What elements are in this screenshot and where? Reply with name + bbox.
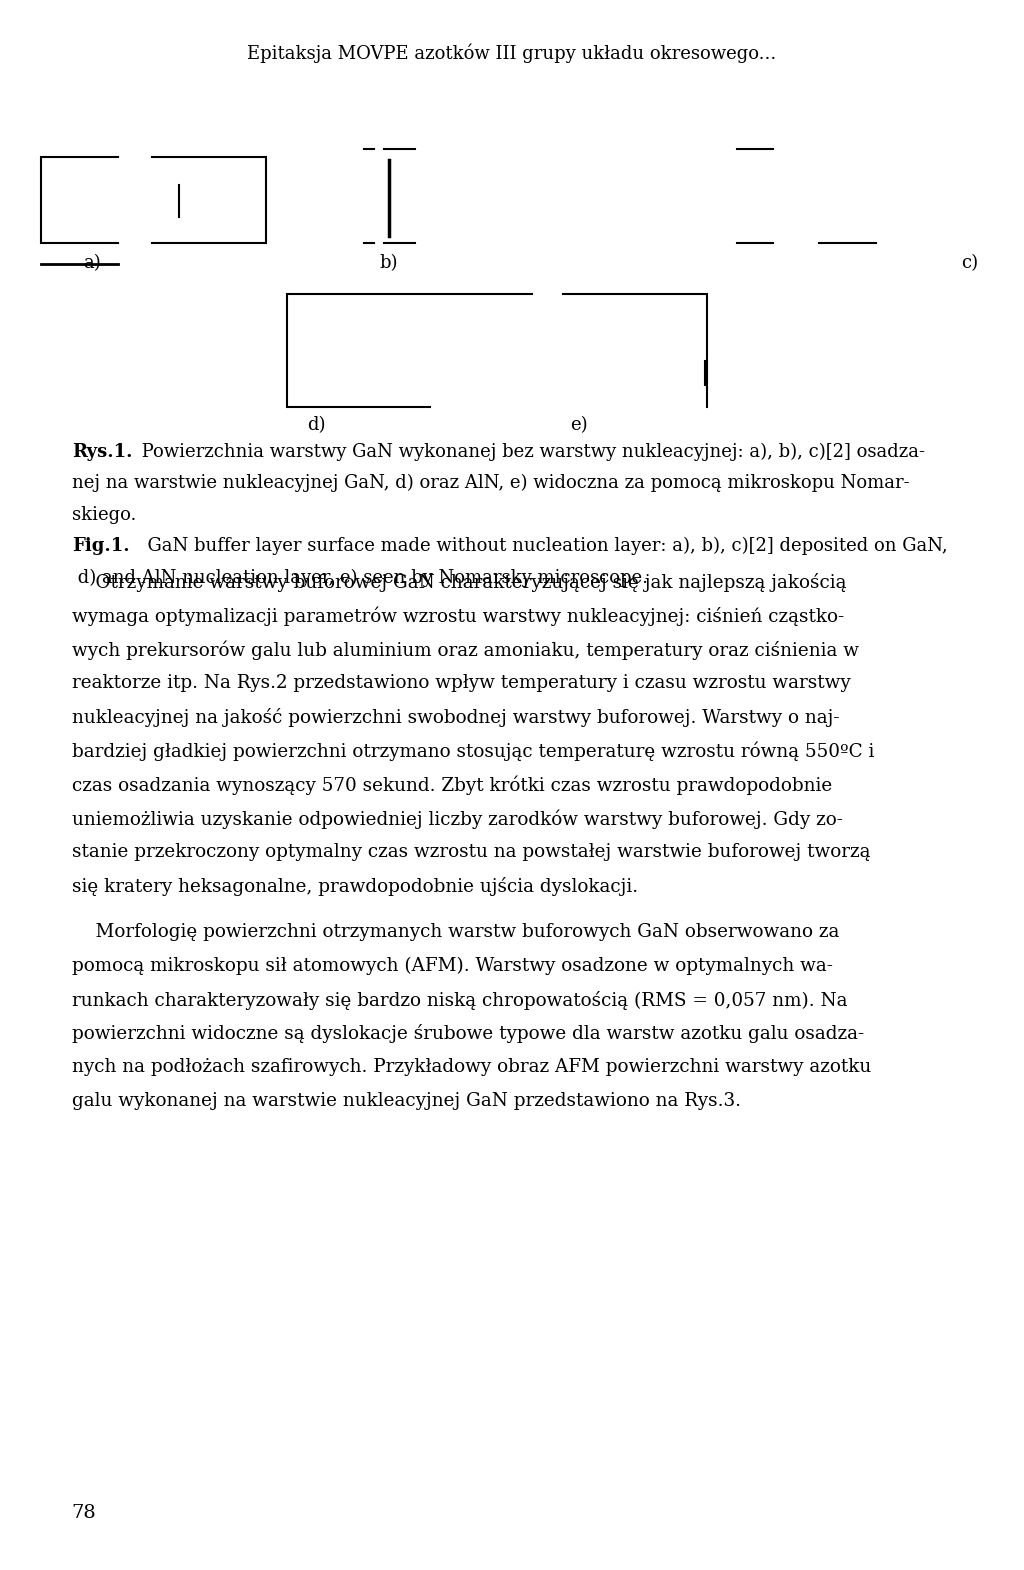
Text: stanie przekroczony optymalny czas wzrostu na powstałej warstwie buforowej tworz: stanie przekroczony optymalny czas wzros… — [72, 843, 870, 860]
Text: Rys.1.: Rys.1. — [72, 443, 132, 460]
Text: się kratery heksagonalne, prawdopodobnie ujścia dyslokacji.: się kratery heksagonalne, prawdopodobnie… — [72, 876, 638, 896]
Text: b): b) — [380, 254, 398, 272]
Text: uniemożliwia uzyskanie odpowiedniej liczby zarodków warstwy buforowej. Gdy zo-: uniemożliwia uzyskanie odpowiedniej licz… — [72, 809, 843, 829]
Text: a): a) — [83, 254, 101, 272]
Text: Otrzymanie warstwy buforowej GaN charakteryzującej się jak najlepszą jakością: Otrzymanie warstwy buforowej GaN charakt… — [72, 573, 846, 592]
Text: 78: 78 — [72, 1504, 96, 1521]
Text: nych na podłożach szafirowych. Przykładowy obraz AFM powierzchni warstwy azotku: nych na podłożach szafirowych. Przykłado… — [72, 1058, 871, 1075]
Text: pomocą mikroskopu sił atomowych (AFM). Warstwy osadzone w optymalnych wa-: pomocą mikroskopu sił atomowych (AFM). W… — [72, 956, 833, 975]
Text: skiego.: skiego. — [72, 506, 136, 523]
Text: d) and AlN nucleation layer, e) seen by Nomarsky microscope.: d) and AlN nucleation layer, e) seen by … — [72, 568, 648, 587]
Text: Morfologię powierzchni otrzymanych warstw buforowych GaN obserwowano za: Morfologię powierzchni otrzymanych warst… — [72, 923, 839, 940]
Text: wymaga optymalizacji parametrów wzrostu warstwy nukleacyjnej: ciśnień cząstko-: wymaga optymalizacji parametrów wzrostu … — [72, 606, 844, 626]
Text: nej na warstwie nukleacyjnej GaN, d) oraz AlN, e) widoczna za pomocą mikroskopu : nej na warstwie nukleacyjnej GaN, d) ora… — [72, 474, 909, 493]
Text: Powierzchnia warstwy GaN wykonanej bez warstwy nukleacyjnej: a), b), c)[2] osadz: Powierzchnia warstwy GaN wykonanej bez w… — [136, 443, 926, 462]
Text: GaN buffer layer surface made without nucleation layer: a), b), c)[2] deposited : GaN buffer layer surface made without nu… — [136, 537, 948, 556]
Text: nukleacyjnej na jakość powierzchni swobodnej warstwy buforowej. Warstwy o naj-: nukleacyjnej na jakość powierzchni swobo… — [72, 708, 840, 727]
Text: Epitaksja MOVPE azotków III grupy układu okresowego...: Epitaksja MOVPE azotków III grupy układu… — [248, 44, 776, 63]
Text: c): c) — [961, 254, 978, 272]
Text: runkach charakteryzowały się bardzo niską chropowatością (RMS = 0,057 nm). Na: runkach charakteryzowały się bardzo nisk… — [72, 991, 847, 1010]
Text: powierzchni widoczne są dyslokacje śrubowe typowe dla warstw azotku galu osadza-: powierzchni widoczne są dyslokacje śrubo… — [72, 1024, 864, 1044]
Text: galu wykonanej na warstwie nukleacyjnej GaN przedstawiono na Rys.3.: galu wykonanej na warstwie nukleacyjnej … — [72, 1093, 740, 1110]
Text: wych prekursorów galu lub aluminium oraz amoniaku, temperatury oraz ciśnienia w: wych prekursorów galu lub aluminium oraz… — [72, 641, 859, 659]
Text: d): d) — [307, 416, 326, 433]
Text: czas osadzania wynoszący 570 sekund. Zbyt krótki czas wzrostu prawdopodobnie: czas osadzania wynoszący 570 sekund. Zby… — [72, 776, 831, 794]
Text: reaktorze itp. Na Rys.2 przedstawiono wpływ temperatury i czasu wzrostu warstwy: reaktorze itp. Na Rys.2 przedstawiono wp… — [72, 674, 850, 692]
Text: e): e) — [569, 416, 588, 433]
Text: Fig.1.: Fig.1. — [72, 537, 129, 554]
Text: bardziej gładkiej powierzchni otrzymano stosując temperaturę wzrostu równą 550ºC: bardziej gładkiej powierzchni otrzymano … — [72, 741, 874, 761]
